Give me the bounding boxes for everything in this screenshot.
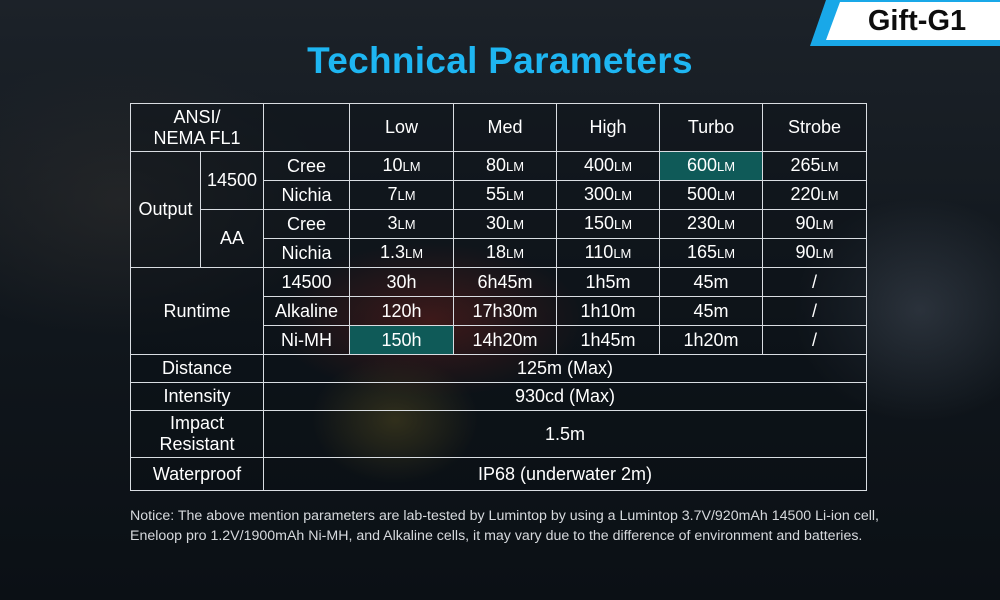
output-value-highlight: 600LM <box>659 151 763 181</box>
output-value: 300LM <box>556 180 660 210</box>
runtime-value-highlight: 150h <box>349 325 454 355</box>
output-value: 30LM <box>453 209 557 239</box>
standard-header-line1: ANSI/ <box>173 106 221 127</box>
runtime-label: Runtime <box>130 267 264 355</box>
standard-header-line2: NEMA FL1 <box>153 127 241 148</box>
led-label: Nichia <box>263 180 350 210</box>
waterproof-value: IP68 (underwater 2m) <box>263 457 867 491</box>
empty-header-cell <box>263 103 350 152</box>
led-label: Nichia <box>263 238 350 268</box>
runtime-value: 1h10m <box>556 296 660 326</box>
output-label: Output <box>130 151 201 268</box>
runtime-14500-row: Runtime 14500 30h 6h45m 1h5m 45m / <box>130 267 867 355</box>
runtime-value: 30h <box>349 267 454 297</box>
distance-label: Distance <box>130 354 264 383</box>
parameters-table: ANSI/ NEMA FL1 Low Med High Turbo Strobe… <box>130 103 867 491</box>
output-battery-aa: AA <box>200 209 264 268</box>
runtime-value: / <box>762 325 867 355</box>
standard-header: ANSI/ NEMA FL1 <box>130 103 264 152</box>
runtime-value: 1h5m <box>556 267 660 297</box>
impact-label-line2: Resistant <box>159 434 235 454</box>
impact-label-line1: Impact <box>169 413 225 433</box>
distance-row: Distance 125m (Max) <box>130 354 867 383</box>
output-value: 10LM <box>349 151 454 181</box>
output-value: 230LM <box>659 209 763 239</box>
runtime-value: 45m <box>659 267 763 297</box>
output-14500-cree-row: Output 14500 Cree 10LM 80LM 400LM 600LM … <box>130 151 867 268</box>
mode-header-low: Low <box>349 103 454 152</box>
output-value: 500LM <box>659 180 763 210</box>
waterproof-label: Waterproof <box>130 457 264 491</box>
runtime-value: 17h30m <box>453 296 557 326</box>
output-14500-nichia-row: Nichia 7LM 55LM 300LM 500LM 220LM <box>131 180 867 210</box>
output-value: 90LM <box>762 209 867 239</box>
intensity-value: 930cd (Max) <box>263 382 867 411</box>
runtime-value: / <box>762 296 867 326</box>
output-value: 3LM <box>349 209 454 239</box>
output-value: 55LM <box>453 180 557 210</box>
mode-header-strobe: Strobe <box>762 103 867 152</box>
distance-value: 125m (Max) <box>263 354 867 383</box>
runtime-value: 45m <box>659 296 763 326</box>
product-badge: Gift-G1 <box>810 0 1000 46</box>
mode-header-high: High <box>556 103 660 152</box>
intensity-row: Intensity 930cd (Max) <box>130 382 867 411</box>
output-value: 80LM <box>453 151 557 181</box>
runtime-value: 120h <box>349 296 454 326</box>
output-value: 18LM <box>453 238 557 268</box>
output-value: 90LM <box>762 238 867 268</box>
output-aa-cree-row: AA Cree 3LM 30LM 150LM 230LM 90LM <box>131 209 867 268</box>
notice-text: Notice: The above mention parameters are… <box>130 508 879 544</box>
output-battery-14500: 14500 <box>200 151 264 210</box>
output-value: 220LM <box>762 180 867 210</box>
header-row: ANSI/ NEMA FL1 Low Med High Turbo Strobe <box>130 103 867 152</box>
output-aa-nichia-row: Nichia 1.3LM 18LM 110LM 165LM 90LM <box>131 238 867 268</box>
led-label: Cree <box>263 209 350 239</box>
output-value: 165LM <box>659 238 763 268</box>
runtime-value: 1h45m <box>556 325 660 355</box>
led-label: Cree <box>263 151 350 181</box>
output-value: 110LM <box>556 238 660 268</box>
page-title: Technical Parameters <box>307 40 693 81</box>
waterproof-row: Waterproof IP68 (underwater 2m) <box>130 457 867 491</box>
mode-header-turbo: Turbo <box>659 103 763 152</box>
impact-label: Impact Resistant <box>130 410 264 458</box>
output-value: 1.3LM <box>349 238 454 268</box>
mode-header-med: Med <box>453 103 557 152</box>
runtime-battery: Alkaline <box>263 296 350 326</box>
intensity-label: Intensity <box>130 382 264 411</box>
product-badge-label: Gift-G1 <box>826 2 1000 40</box>
runtime-value: 1h20m <box>659 325 763 355</box>
impact-row: Impact Resistant 1.5m <box>130 410 867 458</box>
runtime-battery: Ni-MH <box>263 325 350 355</box>
output-value: 150LM <box>556 209 660 239</box>
runtime-value: 6h45m <box>453 267 557 297</box>
output-value: 265LM <box>762 151 867 181</box>
impact-value: 1.5m <box>263 410 867 458</box>
output-value: 400LM <box>556 151 660 181</box>
runtime-value: / <box>762 267 867 297</box>
runtime-value: 14h20m <box>453 325 557 355</box>
runtime-battery: 14500 <box>263 267 350 297</box>
output-value: 7LM <box>349 180 454 210</box>
